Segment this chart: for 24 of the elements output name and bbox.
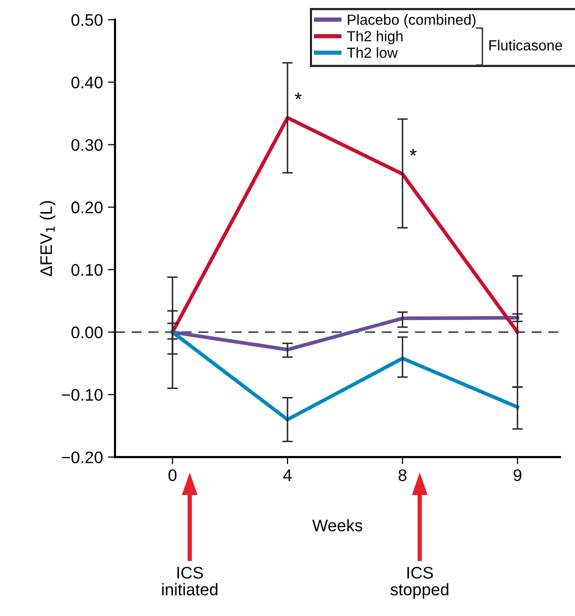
- legend-label: Th2 low: [347, 47, 398, 58]
- y-tick-label: −0.20: [62, 451, 103, 464]
- text: ICS initiated: [162, 566, 218, 596]
- x-axis-title: Weeks: [312, 519, 362, 532]
- y-tick-label: 0.50: [71, 14, 103, 26]
- x-tick-label: 9: [514, 469, 522, 482]
- legend-label: Placebo (combined): [348, 14, 476, 28]
- y-tick-label: 0.10: [71, 264, 103, 276]
- line-series: [170, 330, 520, 422]
- y-tick-label: 0.00: [71, 326, 103, 338]
- x-tick-label: 8: [398, 469, 406, 482]
- x-tick-label: 4: [283, 469, 292, 481]
- y-tick-label: 0.20: [71, 202, 103, 214]
- y-tick-label: −0.10: [62, 388, 103, 401]
- y-tick-label: 0.30: [71, 139, 103, 151]
- annotation: *: [410, 148, 417, 156]
- line-series: [170, 316, 520, 352]
- y-tick-label: 0.40: [71, 76, 103, 88]
- y-axis-title: ΔFEV$_{1}$ (L): [40, 201, 56, 276]
- annotation: *: [294, 92, 302, 100]
- text: ICS stopped: [390, 566, 448, 599]
- x-tick-label: 0: [168, 469, 176, 482]
- legend-label: Th2 high: [347, 30, 402, 44]
- annotation: Fluticasone: [489, 40, 562, 50]
